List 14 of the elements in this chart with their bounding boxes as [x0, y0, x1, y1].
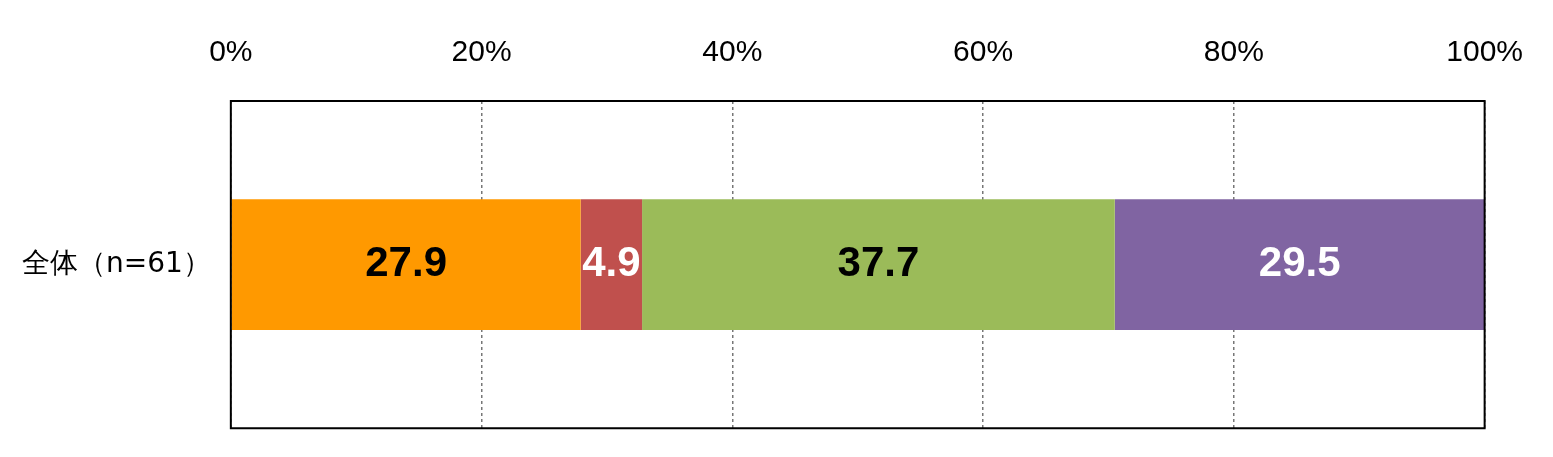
- x-tick-label: 80%: [1203, 34, 1264, 68]
- x-tick-label: 20%: [451, 34, 512, 68]
- data-label: 27.9: [365, 238, 447, 286]
- y-tick-label: 全体（n=61）: [21, 245, 211, 279]
- bar: [642, 199, 1115, 331]
- x-tick-label: 100%: [1446, 34, 1523, 68]
- data-label: 29.5: [1258, 238, 1341, 286]
- x-tick-label: 60%: [953, 34, 1014, 68]
- data-label: 4.9: [582, 238, 641, 286]
- x-tick-label: 40%: [702, 34, 763, 68]
- bar: [1114, 199, 1485, 331]
- x-tick-label: 0%: [209, 34, 253, 68]
- data-label: 37.7: [837, 238, 920, 286]
- bar: [231, 199, 581, 331]
